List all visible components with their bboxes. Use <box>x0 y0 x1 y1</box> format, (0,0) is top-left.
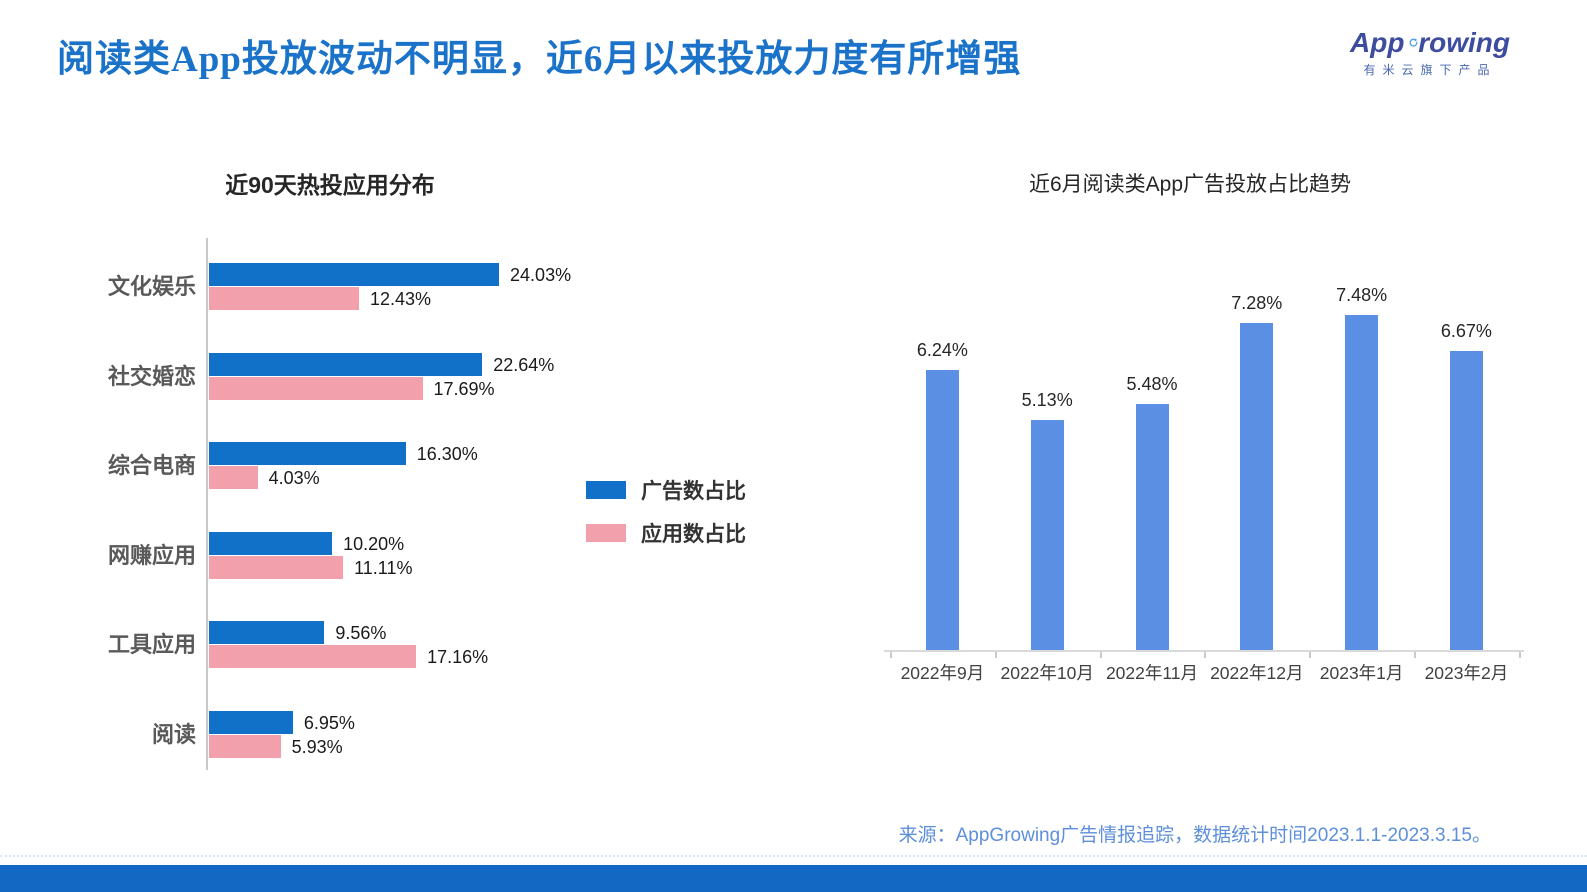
x-axis-label: 2022年12月 <box>1210 663 1304 683</box>
appshare-bar <box>209 376 423 400</box>
adshare-bar <box>209 442 406 466</box>
axis-tick <box>1309 652 1312 658</box>
bar-value-label: 5.93% <box>291 737 343 757</box>
x-axis-label: 2022年10月 <box>1000 663 1094 683</box>
axis-tick <box>1204 652 1207 658</box>
axis-tick <box>994 652 997 658</box>
bar-value-label: 22.64% <box>493 354 555 375</box>
trend-value-label: 5.48% <box>1126 374 1178 395</box>
legend-label-apps: 应用数占比 <box>641 523 746 546</box>
trend-value-label: 5.13% <box>1021 389 1073 410</box>
brand-logo: App rowing 有米云旗下产品 <box>1350 28 1510 78</box>
trend-bar <box>925 370 959 650</box>
axis-tick <box>890 652 892 658</box>
legend-item: 应用数占比 <box>586 521 746 546</box>
bar-value-label: 10.20% <box>343 533 405 554</box>
right-chart-axis <box>884 650 1524 652</box>
x-axis-label: 2023年1月 <box>1319 663 1404 683</box>
appshare-bar <box>209 287 360 310</box>
bar-value-label: 24.03% <box>510 265 572 285</box>
brand-wordmark: App rowing <box>1350 28 1510 58</box>
growing-arrow-icon <box>1410 38 1418 47</box>
trend-bar <box>1135 404 1169 650</box>
category-label: 网赚应用 <box>107 542 196 568</box>
adshare-bar <box>209 263 500 286</box>
left-chart: 文化娱乐 24.03% 12.43% 社交婚恋 22.64% 17.69% 综合电商 16.3… <box>0 238 660 773</box>
bottom-bar <box>0 865 1587 892</box>
right-chart-title: 近6月阅读类App广告投放占比趋势 <box>1028 173 1352 196</box>
bar-value-label: 9.56% <box>335 623 387 644</box>
brand-app-text: App <box>1350 27 1405 58</box>
bar-value-label: 16.30% <box>416 444 478 465</box>
trend-value-label: 6.24% <box>916 340 968 361</box>
trend-value-label: 7.48% <box>1336 284 1388 305</box>
left-chart-axis <box>206 238 208 770</box>
x-axis-label: 2022年9月 <box>900 663 985 683</box>
category-label: 阅读 <box>151 722 196 747</box>
legend-label-ads: 广告数占比 <box>641 480 746 503</box>
appshare-bar <box>209 735 281 758</box>
category-label: 工具应用 <box>107 632 196 658</box>
trend-bar <box>1030 419 1064 650</box>
dotted-divider <box>0 855 1587 857</box>
bar-value-label: 17.69% <box>433 378 495 399</box>
left-chart-title: 近90天热投应用分布 <box>225 172 435 198</box>
trend-value-label: 6.67% <box>1440 320 1492 341</box>
trend-value-label: 7.28% <box>1231 293 1283 314</box>
category-label: 综合电商 <box>107 453 196 479</box>
axis-tick <box>1414 652 1416 658</box>
trend-bar <box>1345 314 1379 650</box>
legend-item: 广告数占比 <box>586 478 746 503</box>
x-axis-label: 2022年11月 <box>1105 663 1199 683</box>
page-title: 阅读类App投放波动不明显，近6月以来投放力度有所增强 <box>57 39 1022 80</box>
appshare-bar <box>209 555 344 579</box>
bar-value-label: 17.16% <box>427 647 489 668</box>
adshare-bar <box>209 352 483 376</box>
brand-growing-text: rowing <box>1418 27 1510 58</box>
adshare-bar <box>209 621 325 645</box>
appshare-bar <box>209 645 417 669</box>
bar-value-label: 11.11% <box>354 557 413 578</box>
adshare-bar <box>209 531 333 555</box>
x-axis-label: 2023年2月 <box>1424 663 1509 683</box>
legend-swatch-apps <box>586 524 626 542</box>
legend: 广告数占比 应用数占比 <box>586 478 746 564</box>
bar-value-label: 4.03% <box>268 468 320 489</box>
appshare-bar <box>209 466 258 490</box>
axis-tick <box>1099 652 1102 658</box>
adshare-bar <box>209 711 293 734</box>
right-chart: 6.24% 2022年9月 5.13% 2022年10月 5.48% 2022年11月 7.… <box>884 285 1544 690</box>
bar-value-label: 6.95% <box>303 713 355 733</box>
source-note: 来源：AppGrowing广告情报追踪，数据统计时间2023.1.1-2023.… <box>898 825 1491 846</box>
legend-swatch-ads <box>586 481 626 499</box>
category-label: 社交婚恋 <box>107 363 196 389</box>
trend-bar <box>1449 350 1483 650</box>
axis-tick <box>1518 652 1521 658</box>
category-label: 文化娱乐 <box>107 274 196 299</box>
bar-value-label: 12.43% <box>370 289 432 309</box>
trend-bar <box>1240 323 1274 650</box>
brand-tagline: 有米云旗下产品 <box>1363 63 1497 77</box>
